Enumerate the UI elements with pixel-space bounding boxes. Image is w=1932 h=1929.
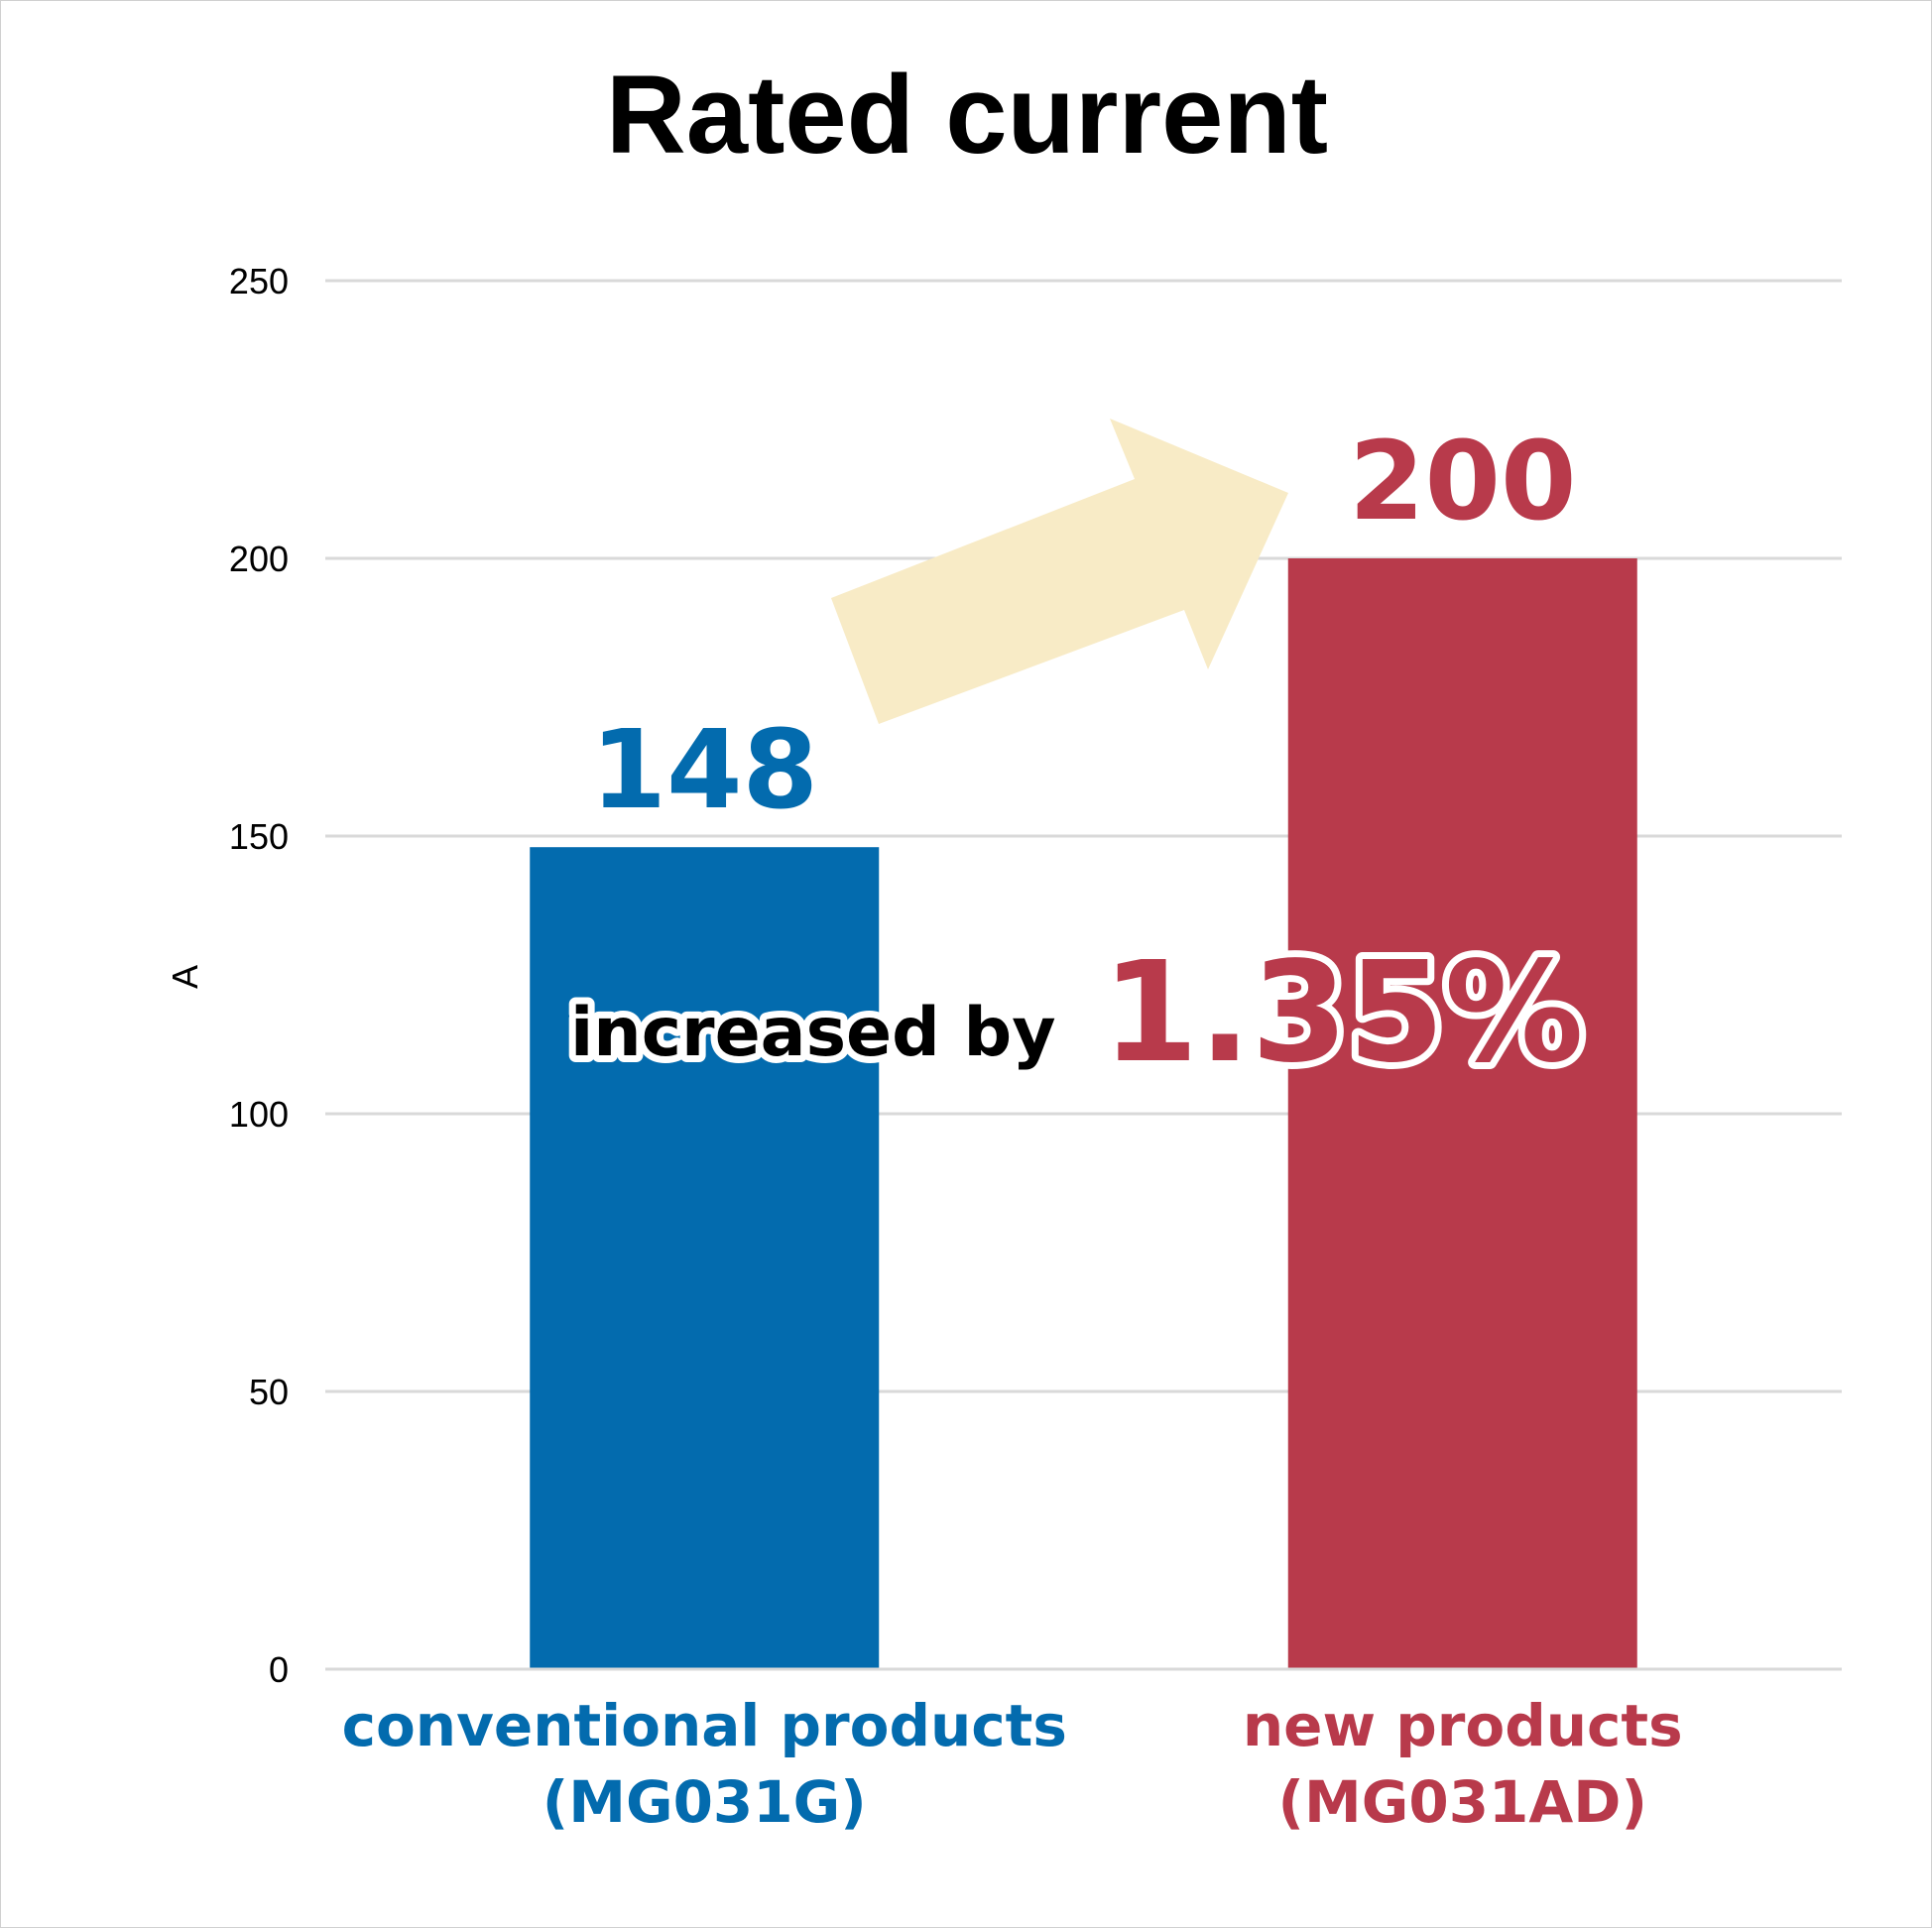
y-tick-label: 150 <box>229 816 289 857</box>
bar-value-label: 148 <box>590 706 818 833</box>
x-axis-categories: conventional products (MG031G) new product… <box>342 1692 1683 1836</box>
bar <box>530 847 880 1669</box>
y-axis-label: A <box>165 965 205 989</box>
bar-value-label: 200 <box>1349 418 1577 544</box>
x-category-model: (MG031AD) <box>1278 1768 1647 1836</box>
y-tick-label: 0 <box>269 1649 289 1690</box>
x-category-label: new products <box>1243 1692 1683 1759</box>
value-labels: 148 200 <box>583 411 1583 840</box>
y-tick-label: 200 <box>229 539 289 579</box>
bar <box>1287 558 1637 1669</box>
y-tick-label: 50 <box>249 1372 289 1412</box>
increase-percentage: 1.35% <box>1102 932 1584 1094</box>
increase-callout-text: increased by <box>570 994 1056 1072</box>
y-tick-label: 250 <box>229 261 289 301</box>
bars <box>325 558 1842 1671</box>
y-tick-label: 100 <box>229 1094 289 1135</box>
chart-title: Rated current <box>606 53 1328 177</box>
increase-arrow-icon <box>831 419 1288 724</box>
x-category-model: (MG031G) <box>543 1768 867 1836</box>
y-axis-ticks: 0 50 100 150 200 250 <box>229 261 289 1690</box>
x-category-label: conventional products <box>342 1692 1067 1759</box>
